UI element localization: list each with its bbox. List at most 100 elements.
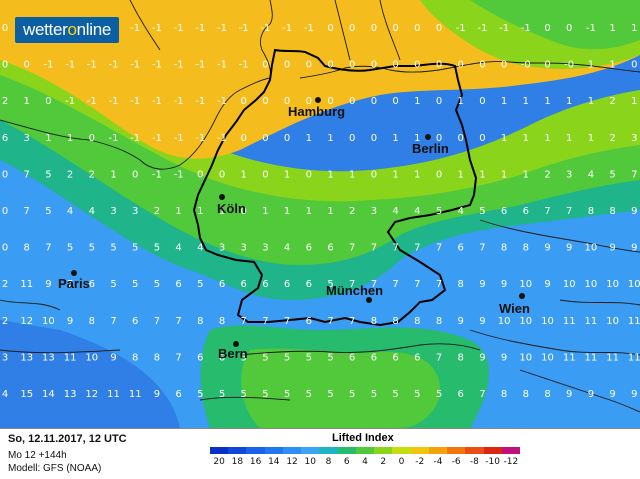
grid-value: 0 (371, 23, 377, 34)
grid-value: -1 (217, 60, 227, 71)
grid-value: 2 (67, 169, 73, 180)
grid-value: 5 (154, 243, 160, 254)
grid-value: 1 (284, 169, 290, 180)
grid-value: 0 (2, 60, 8, 71)
grid-value: 11 (606, 352, 619, 363)
grid-value: -1 (130, 133, 140, 144)
grid-value: 4 (414, 206, 420, 217)
grid-value: 3 (132, 206, 138, 217)
grid-value: -1 (217, 133, 227, 144)
grid-value: 11 (107, 389, 120, 400)
grid-value: 5 (45, 169, 51, 180)
grid-value: -1 (130, 60, 140, 71)
grid-value: 6 (2, 133, 8, 144)
grid-value: 6 (306, 316, 312, 327)
legend-label: 14 (268, 457, 280, 467)
grid-value: 11 (20, 279, 33, 290)
grid-value: -1 (43, 60, 53, 71)
grid-value: -1 (152, 23, 162, 34)
legend-label: -8 (469, 457, 479, 467)
grid-value: 10 (498, 316, 511, 327)
grid-value: 1 (45, 133, 51, 144)
grid-value: 10 (519, 279, 532, 290)
grid-value: 13 (20, 352, 33, 363)
lifted-index-map: 0 0 0 0 0 -1 -1 -1 -1 -1 -1 -1 -1 -1 -1 0 0 0 0 0 0 -1 -1 -1 -1 0… (0, 0, 640, 428)
grid-value: 8 (371, 316, 377, 327)
grid-value: 1 (392, 133, 398, 144)
grid-value: 10 (606, 316, 619, 327)
grid-value: 0 (566, 23, 572, 34)
grid-value: 8 (523, 389, 529, 400)
grid-value: 0 (241, 96, 247, 107)
map-svg: 0 0 0 0 0 -1 -1 -1 -1 -1 -1 -1 -1 -1 -1 0 0 0 0 0 0 -1 -1 -1 -1 0… (0, 0, 640, 428)
grid-value: 0 (436, 60, 442, 71)
grid-value: -1 (239, 23, 249, 34)
grid-value: 7 (110, 316, 116, 327)
paris-dot (71, 270, 77, 276)
map-footer: So, 12.11.2017, 12 UTC Mo 12 +144h Model… (0, 428, 640, 479)
grid-value: 5 (414, 389, 420, 400)
grid-value: 11 (563, 316, 576, 327)
grid-value: 1 (609, 60, 615, 71)
grid-value: 3 (24, 133, 30, 144)
grid-value: 6 (262, 279, 268, 290)
grid-value: 9 (566, 389, 572, 400)
grid-value: 0 (262, 169, 268, 180)
grid-value: 0 (306, 169, 312, 180)
grid-value: 7 (414, 243, 420, 254)
grid-value: 15 (20, 389, 33, 400)
grid-value: 0 (479, 96, 485, 107)
grid-value: 0 (392, 96, 398, 107)
grid-value: 4 (392, 206, 398, 217)
legend-title: Lifted Index (332, 432, 394, 444)
grid-value: 9 (588, 389, 594, 400)
legend-label: -4 (433, 457, 443, 467)
bern-dot (233, 341, 239, 347)
grid-value: -1 (195, 60, 205, 71)
grid-value: 0 (262, 60, 268, 71)
zone-teal (0, 110, 640, 300)
grid-value: 3 (566, 169, 572, 180)
grid-value: 5 (132, 243, 138, 254)
legend-swatch (282, 447, 302, 454)
grid-value: 8 (544, 389, 550, 400)
grid-value: 5 (479, 206, 485, 217)
grid-value: 5 (327, 389, 333, 400)
grid-value: 1 (458, 169, 464, 180)
grid-value: 5 (45, 206, 51, 217)
grid-value: 8 (132, 352, 138, 363)
grid-value: 0 (2, 206, 8, 217)
grid-value: 8 (154, 352, 160, 363)
grid-value: 8 (458, 279, 464, 290)
grid-value: -1 (217, 23, 227, 34)
grid-value: -1 (304, 23, 314, 34)
grid-value: 0 (262, 133, 268, 144)
grid-value: 1 (523, 133, 529, 144)
grid-value: 0 (89, 133, 95, 144)
grid-value: 0 (392, 60, 398, 71)
grid-value: -1 (195, 96, 205, 107)
grid-value: 10 (628, 279, 640, 290)
wetteronline-logo[interactable]: wetteronline (15, 17, 120, 43)
city-label-bern: Bern (218, 346, 248, 361)
grid-value: 1 (588, 60, 594, 71)
grid-value: 3 (241, 243, 247, 254)
forecast-date: So, 12.11.2017, 12 UTC (8, 433, 127, 445)
legend-label: 12 (286, 457, 298, 467)
legend-swatch (447, 447, 466, 454)
grid-value: 7 (392, 279, 398, 290)
grid-value: 10 (585, 243, 598, 254)
grid-value: 1 (588, 96, 594, 107)
grid-value: 11 (628, 316, 640, 327)
grid-value: -1 (174, 60, 184, 71)
grid-value: 1 (219, 206, 225, 217)
grid-value: 5 (306, 352, 312, 363)
grid-value: 10 (563, 279, 576, 290)
grid-value: 1 (523, 96, 529, 107)
grid-value: 10 (519, 316, 532, 327)
grid-value: 4 (2, 389, 8, 400)
grid-value: 7 (154, 316, 160, 327)
logo-text-2: o (67, 20, 77, 39)
grid-value: 0 (327, 96, 333, 107)
grid-value: 10 (541, 352, 554, 363)
